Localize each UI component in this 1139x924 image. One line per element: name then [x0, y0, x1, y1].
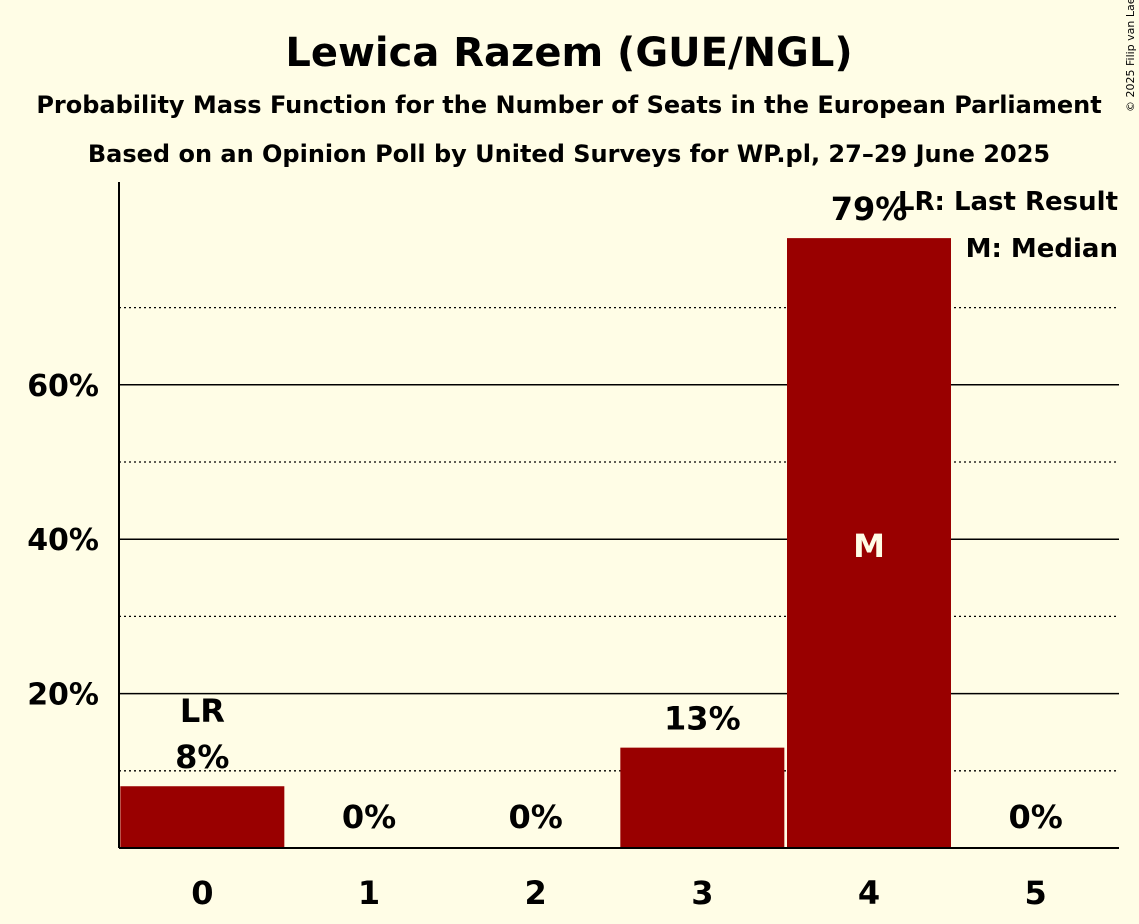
chart-subtitle: Probability Mass Function for the Number…: [36, 91, 1101, 119]
median-marker: M: [853, 527, 885, 565]
value-labels: 8% LR 0% 0% 13% 79% M 0%: [175, 190, 1063, 836]
x-tick-label: 5: [1025, 874, 1047, 912]
x-tick-labels: 0 1 2 3 4 5: [191, 874, 1047, 912]
bar: [787, 238, 951, 848]
gridlines: [119, 306, 1119, 772]
value-label: 0%: [342, 798, 396, 836]
bar: [120, 786, 285, 848]
x-tick-label: 4: [858, 874, 880, 912]
chart-title: Lewica Razem (GUE/NGL): [285, 30, 852, 76]
copyright-notice: © 2025 Filip van Laenen: [1124, 0, 1137, 112]
y-tick-label: 20%: [27, 678, 99, 713]
value-label: 13%: [664, 700, 741, 738]
legend-median: M: Median: [966, 234, 1118, 264]
bar: [620, 747, 785, 848]
bars: [120, 238, 951, 848]
x-tick-label: 2: [525, 874, 547, 912]
legend-last-result: LR: Last Result: [898, 187, 1118, 217]
value-label: 79%: [831, 190, 908, 228]
x-tick-label: 3: [691, 874, 713, 912]
x-tick-label: 1: [358, 874, 380, 912]
last-result-marker: LR: [180, 692, 225, 730]
y-tick-label: 60%: [27, 369, 99, 404]
y-tick-label: 40%: [27, 523, 99, 558]
value-label: 0%: [509, 798, 563, 836]
value-label: 8%: [175, 738, 229, 776]
chart-subtitle-source: Based on an Opinion Poll by United Surve…: [88, 140, 1050, 168]
x-tick-label: 0: [191, 874, 213, 912]
value-label: 0%: [1009, 798, 1063, 836]
y-tick-labels: 20% 40% 60%: [27, 369, 99, 713]
